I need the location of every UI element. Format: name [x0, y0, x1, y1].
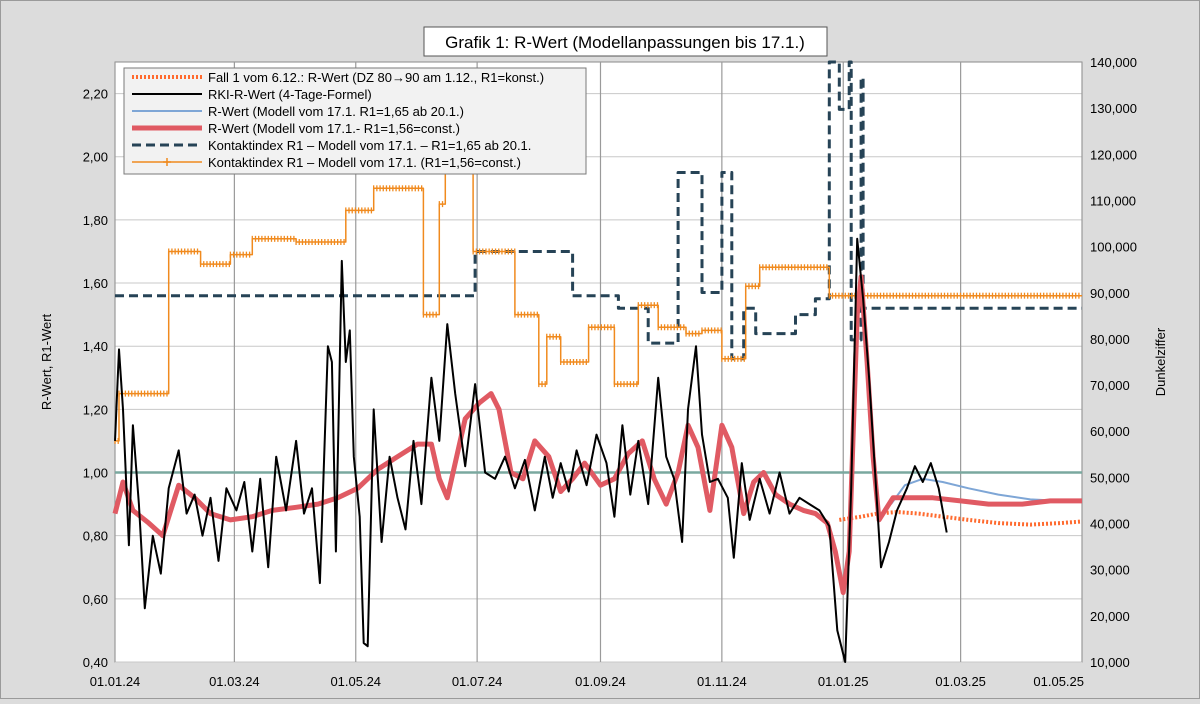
- x-tick-label: 01.01.25: [818, 674, 869, 689]
- y2-axis-label: Dunkelziffer: [1153, 327, 1168, 396]
- y2-tick-label: 10,000: [1090, 655, 1130, 670]
- x-tick-label: 01.05.24: [330, 674, 381, 689]
- y2-tick-label: 90,000: [1090, 286, 1130, 301]
- y2-tick-label: 70,000: [1090, 378, 1130, 393]
- chart-title: Grafik 1: R-Wert (Modellanpassungen bis …: [445, 33, 805, 52]
- series-kontakt-156-legend-label: Kontaktindex R1 – Modell vom 17.1. (R1=1…: [208, 155, 521, 170]
- x-tick-label: 01.01.24: [90, 674, 141, 689]
- y-tick-label: 1,40: [83, 339, 108, 354]
- y2-tick-label: 60,000: [1090, 424, 1130, 439]
- x-tick-label: 01.05.25: [1033, 674, 1084, 689]
- y-tick-label: 1,60: [83, 276, 108, 291]
- x-tick-label: 01.03.24: [209, 674, 260, 689]
- series-kontakt-165-line: [115, 60, 1082, 361]
- y2-tick-label: 20,000: [1090, 609, 1130, 624]
- y-axis-label: R-Wert, R1-Wert: [39, 313, 54, 410]
- y-tick-label: 0,40: [83, 655, 108, 670]
- series-rki-legend-label: RKI-R-Wert (4-Tage-Formel): [208, 87, 372, 102]
- y2-tick-label: 130,000: [1090, 101, 1137, 116]
- y2-tick-label: 50,000: [1090, 470, 1130, 485]
- series-model-165-legend-label: R-Wert (Modell vom 17.1. R1=1,65 ab 20.1…: [208, 104, 464, 119]
- x-tick-label: 01.09.24: [575, 674, 626, 689]
- y-tick-label: 1,20: [83, 402, 108, 417]
- title-box: [423, 26, 828, 57]
- series-fall1-legend-label: Fall 1 vom 6.12.: R-Wert (DZ 80→90 am 1.…: [208, 70, 544, 85]
- y2-tick-label: 80,000: [1090, 332, 1130, 347]
- y-tick-label: 1,80: [83, 213, 108, 228]
- x-tick-label: 01.03.25: [935, 674, 986, 689]
- y-tick-label: 1,00: [83, 466, 108, 481]
- x-tick-label: 01.07.24: [452, 674, 503, 689]
- y2-tick-label: 140,000: [1090, 55, 1137, 70]
- x-tick-label: 01.11.24: [697, 674, 747, 689]
- series-rki-line: [114, 237, 948, 663]
- y2-tick-label: 110,000: [1090, 193, 1136, 208]
- y2-tick-label: 30,000: [1090, 563, 1130, 578]
- y-tick-label: 0,60: [83, 592, 108, 607]
- y-tick-label: 0,80: [83, 529, 108, 544]
- y-tick-label: 2,20: [83, 87, 108, 102]
- y-tick-label: 2,00: [83, 150, 108, 165]
- y2-tick-label: 100,000: [1090, 240, 1137, 255]
- legend: Fall 1 vom 6.12.: R-Wert (DZ 80→90 am 1.…: [123, 67, 587, 175]
- series-kontakt-165-legend-label: Kontaktindex R1 – Modell vom 17.1. – R1=…: [208, 138, 531, 153]
- legend-box: [123, 67, 587, 175]
- axis-layer: 0,40 0,60 0,80 1,00 1,20 1,40 1,60 1,80 2,00 2,20…: [83, 55, 1137, 689]
- y2-tick-label: 120,000: [1090, 147, 1137, 162]
- y2-tick-label: 40,000: [1090, 517, 1130, 532]
- series-model-156-legend-label: R-Wert (Modell vom 17.1.- R1=1,56=const.…: [208, 121, 460, 136]
- series-fall1-line: [839, 510, 1083, 527]
